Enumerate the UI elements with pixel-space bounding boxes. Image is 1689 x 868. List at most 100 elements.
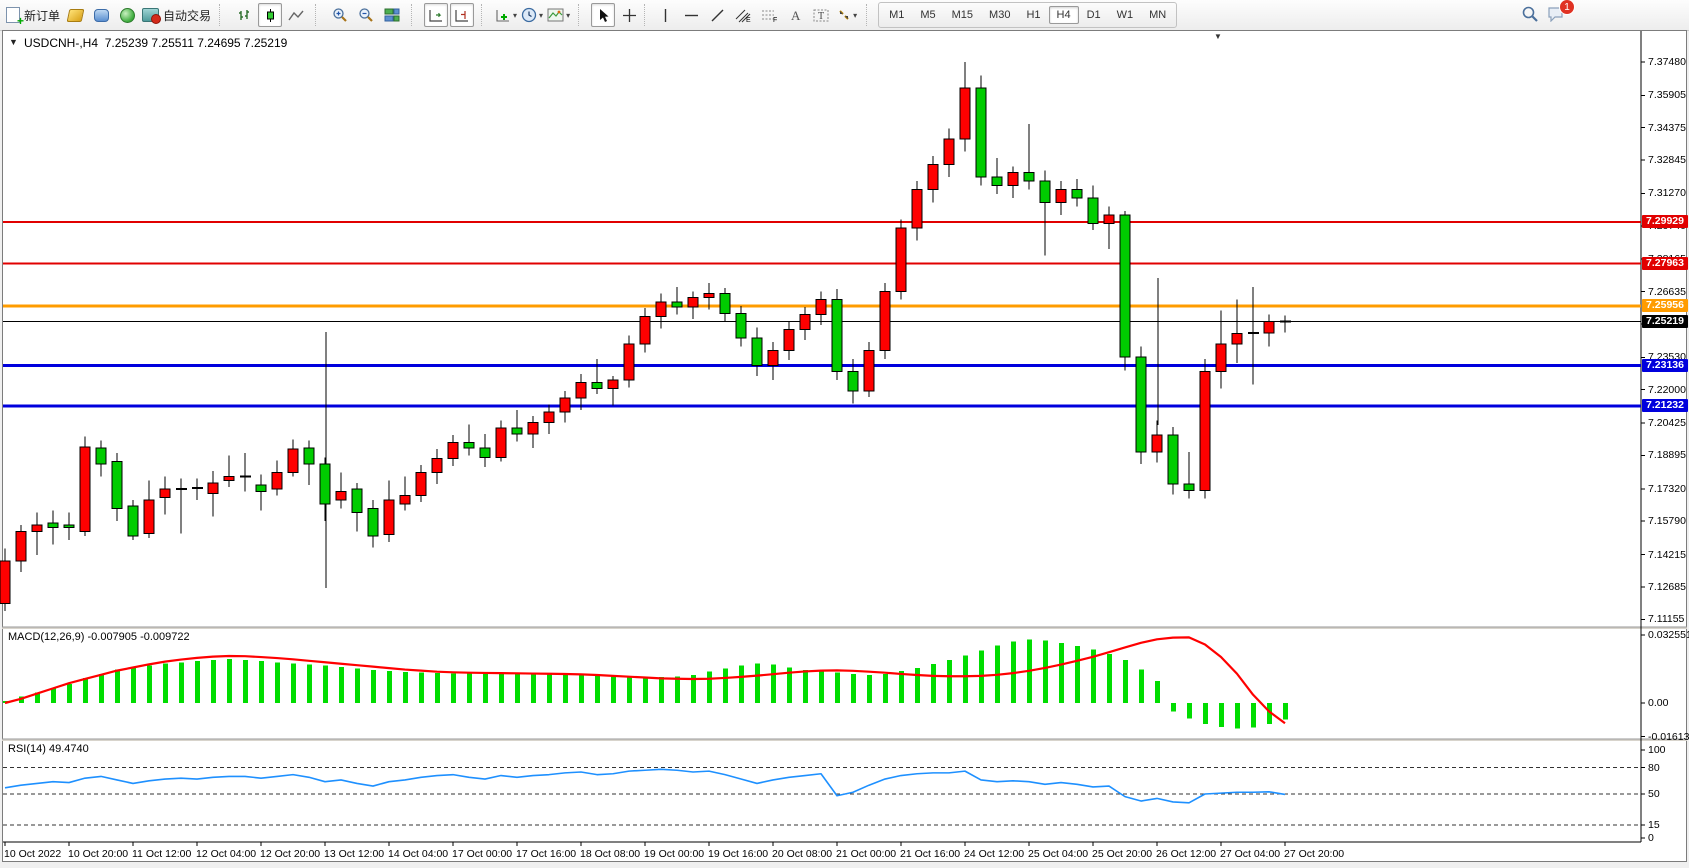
toolbar-group-drawing: E F A T ▾	[586, 2, 864, 28]
candle	[767, 350, 779, 366]
candle	[15, 531, 27, 562]
vertical-line-button[interactable]	[653, 3, 677, 27]
timeframe-w1[interactable]: W1	[1116, 9, 1134, 21]
candle	[383, 499, 395, 536]
toolbar-separator	[578, 4, 584, 26]
candle	[799, 314, 811, 330]
candle	[751, 337, 763, 366]
zoom-out-icon	[359, 8, 373, 22]
candlestick-chart-button[interactable]	[258, 3, 283, 27]
cursor-icon	[599, 8, 609, 22]
candle	[447, 442, 459, 460]
timeframe-d1[interactable]: D1	[1086, 9, 1101, 21]
text-icon: A	[791, 8, 801, 22]
data-window-icon	[93, 8, 109, 22]
candle	[479, 447, 491, 458]
candle	[1087, 197, 1099, 225]
candle	[575, 381, 587, 399]
timeframe-m15[interactable]: M15	[951, 9, 974, 21]
indicators-icon	[496, 9, 510, 22]
signals-button[interactable]	[115, 3, 139, 27]
candle	[527, 422, 539, 435]
svg-text:E: E	[746, 17, 751, 23]
toolbar-separator	[315, 4, 321, 26]
candle	[1103, 214, 1115, 225]
candle	[287, 448, 299, 473]
notification-badge[interactable]: 1	[1559, 0, 1575, 15]
horizontal-line-button[interactable]	[679, 3, 703, 27]
toolbar-group-objects: ▾ ▾ ▾	[489, 2, 576, 28]
search-button[interactable]	[1518, 2, 1542, 26]
toolbar-group-trade: + 新订单 自动交易	[0, 2, 217, 28]
svg-text:F: F	[773, 17, 777, 23]
zoom-out-button[interactable]	[354, 3, 378, 27]
candle	[1215, 343, 1227, 373]
svg-text:A: A	[791, 8, 801, 22]
chart-window[interactable]	[2, 30, 1687, 862]
text-button[interactable]: A	[783, 3, 807, 27]
toolbar-separator	[219, 4, 225, 26]
crosshair-button[interactable]	[617, 3, 641, 27]
toolbar-separator	[481, 4, 487, 26]
candle	[367, 507, 379, 537]
text-label-button[interactable]: T	[809, 3, 833, 27]
timeframe-mn[interactable]: MN	[1149, 9, 1167, 21]
chart-shift-icon	[455, 9, 469, 22]
equidistant-channel-button[interactable]: E	[731, 3, 755, 27]
new-order-button[interactable]: + 新订单	[5, 3, 61, 27]
candle	[687, 297, 699, 308]
line-chart-button[interactable]	[284, 3, 308, 27]
timeframe-m30[interactable]: M30	[989, 9, 1011, 21]
templates-button[interactable]: ▾	[546, 3, 571, 27]
candle	[1183, 483, 1195, 491]
svg-text:T: T	[818, 11, 824, 22]
candle	[623, 343, 635, 381]
candle	[847, 371, 859, 392]
tile-windows-button[interactable]	[380, 3, 404, 27]
tile-windows-icon	[384, 8, 400, 22]
auto-scroll-icon	[429, 9, 443, 22]
candle	[911, 189, 923, 229]
timeframe-h4[interactable]: H4	[1048, 6, 1079, 24]
candle	[159, 488, 171, 499]
candle	[1167, 434, 1179, 485]
timeframe-h1[interactable]: H1	[1026, 9, 1041, 21]
candle	[511, 427, 523, 435]
data-window-button[interactable]	[89, 3, 113, 27]
periods-button[interactable]: ▾	[520, 3, 544, 27]
candle	[655, 301, 667, 318]
candle	[143, 499, 155, 535]
toolbar-right: 1	[1517, 0, 1575, 26]
chart-shift-button[interactable]	[450, 3, 475, 27]
candle	[223, 476, 235, 482]
candle	[1231, 333, 1243, 345]
indicators-caret-icon[interactable]: ▾	[513, 10, 518, 20]
indicators-button[interactable]: ▾	[494, 3, 518, 27]
toolbar-separator	[866, 4, 872, 26]
candle	[1039, 180, 1051, 203]
cursor-button[interactable]	[591, 3, 616, 27]
zoom-in-icon	[333, 8, 347, 22]
arrows-caret-icon[interactable]: ▾	[853, 10, 858, 20]
bar-chart-icon	[238, 9, 249, 20]
toolbar-group-timeframes: M1 M5 M15 M30 H1 H4 D1 W1 MN	[874, 2, 1181, 28]
crosshair-icon	[622, 8, 636, 22]
candle	[255, 484, 267, 492]
fibonacci-button[interactable]: F	[757, 3, 781, 27]
templates-caret-icon[interactable]: ▾	[566, 10, 571, 20]
periods-caret-icon[interactable]: ▾	[539, 10, 544, 20]
trendline-icon	[711, 9, 724, 21]
trendline-button[interactable]	[705, 3, 729, 27]
timeframe-m1[interactable]: M1	[889, 9, 905, 21]
timeframe-m5[interactable]: M5	[920, 9, 936, 21]
horizontal-line-icon	[684, 14, 698, 16]
candle	[335, 490, 347, 501]
candle	[543, 411, 555, 424]
zoom-in-button[interactable]	[328, 3, 352, 27]
autotrading-button[interactable]: 自动交易	[141, 3, 212, 27]
notifications-button[interactable]: 1	[1544, 0, 1575, 26]
bar-chart-button[interactable]	[232, 3, 256, 27]
auto-scroll-button[interactable]	[424, 3, 449, 27]
arrows-button[interactable]: ▾	[835, 3, 859, 27]
